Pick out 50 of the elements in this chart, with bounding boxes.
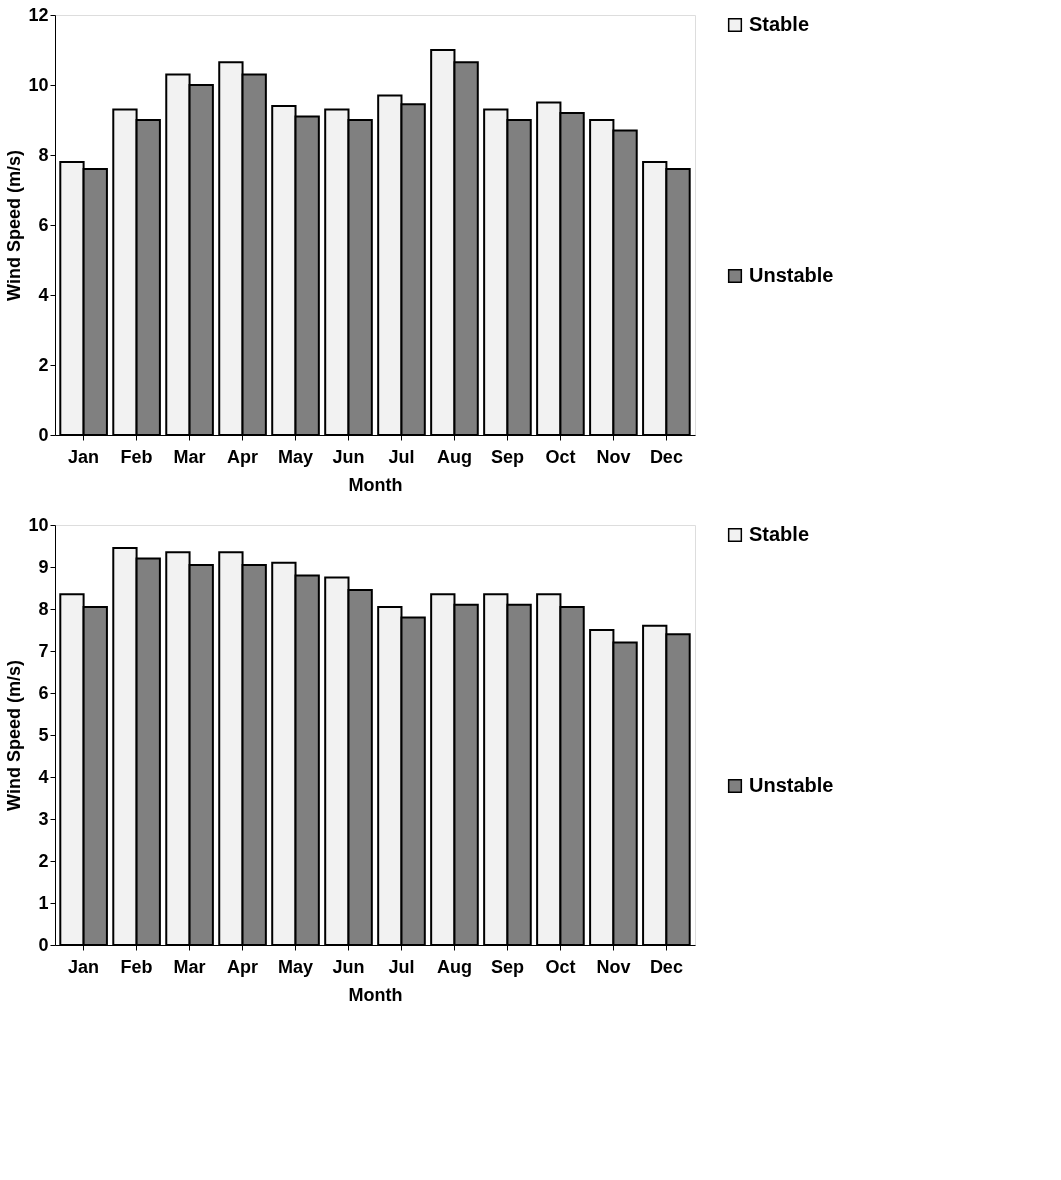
y-tick-label: 10 (28, 514, 49, 535)
x-tick-label: Aug (436, 446, 472, 467)
y-tick-label: 6 (38, 214, 49, 235)
x-tick-label: Mar (173, 956, 206, 977)
x-tick-label: Jul (388, 446, 415, 467)
x-tick-label: Mar (173, 446, 206, 467)
x-tick-label: Jan (68, 446, 100, 467)
legend-label: Stable (749, 523, 810, 545)
x-tick-label: Apr (227, 956, 259, 977)
y-tick-label: 7 (38, 640, 49, 661)
x-tick-label: Feb (120, 956, 153, 977)
x-tick-label: Jan (68, 956, 100, 977)
y-tick-label: 2 (38, 354, 49, 375)
legend-label: Unstable (749, 774, 834, 796)
legend-label: Unstable (749, 264, 834, 286)
y-tick-label: 5 (38, 724, 49, 745)
y-tick-label: 2 (38, 850, 49, 871)
y-tick-label: 9 (38, 556, 49, 577)
x-tick-label: Nov (596, 956, 631, 977)
legend-label: Stable (749, 13, 810, 35)
x-tick-label: Sep (490, 956, 524, 977)
x-tick-label: Feb (120, 446, 153, 467)
x-tick-label: Nov (596, 446, 631, 467)
y-tick-label: 12 (28, 4, 49, 25)
x-tick-label: Jul (388, 956, 415, 977)
x-tick-label: May (278, 956, 314, 977)
y-tick-label: 4 (38, 284, 49, 305)
x-tick-label: Aug (436, 956, 472, 977)
x-axis-title: Month (348, 984, 403, 1005)
x-tick-label: May (278, 446, 314, 467)
x-axis-title: Month (348, 474, 403, 495)
y-tick-label: 8 (38, 598, 49, 619)
y-tick-label: 3 (38, 808, 49, 829)
x-tick-label: Dec (649, 446, 683, 467)
x-tick-label: Dec (649, 956, 683, 977)
y-tick-label: 1 (38, 892, 49, 913)
x-tick-label: Jun (332, 956, 365, 977)
y-axis-title: Wind Speed (m/s) (4, 660, 25, 811)
y-tick-label: 8 (38, 144, 49, 165)
x-tick-label: Oct (545, 956, 576, 977)
x-tick-label: Oct (545, 446, 576, 467)
x-tick-label: Apr (227, 446, 259, 467)
y-tick-label: 0 (38, 424, 49, 445)
y-tick-label: 0 (38, 934, 49, 955)
x-tick-label: Sep (490, 446, 524, 467)
x-tick-label: Jun (332, 446, 365, 467)
y-tick-label: 4 (38, 766, 49, 787)
y-tick-label: 10 (28, 74, 49, 95)
y-tick-label: 6 (38, 682, 49, 703)
y-axis-title: Wind Speed (m/s) (4, 150, 25, 301)
